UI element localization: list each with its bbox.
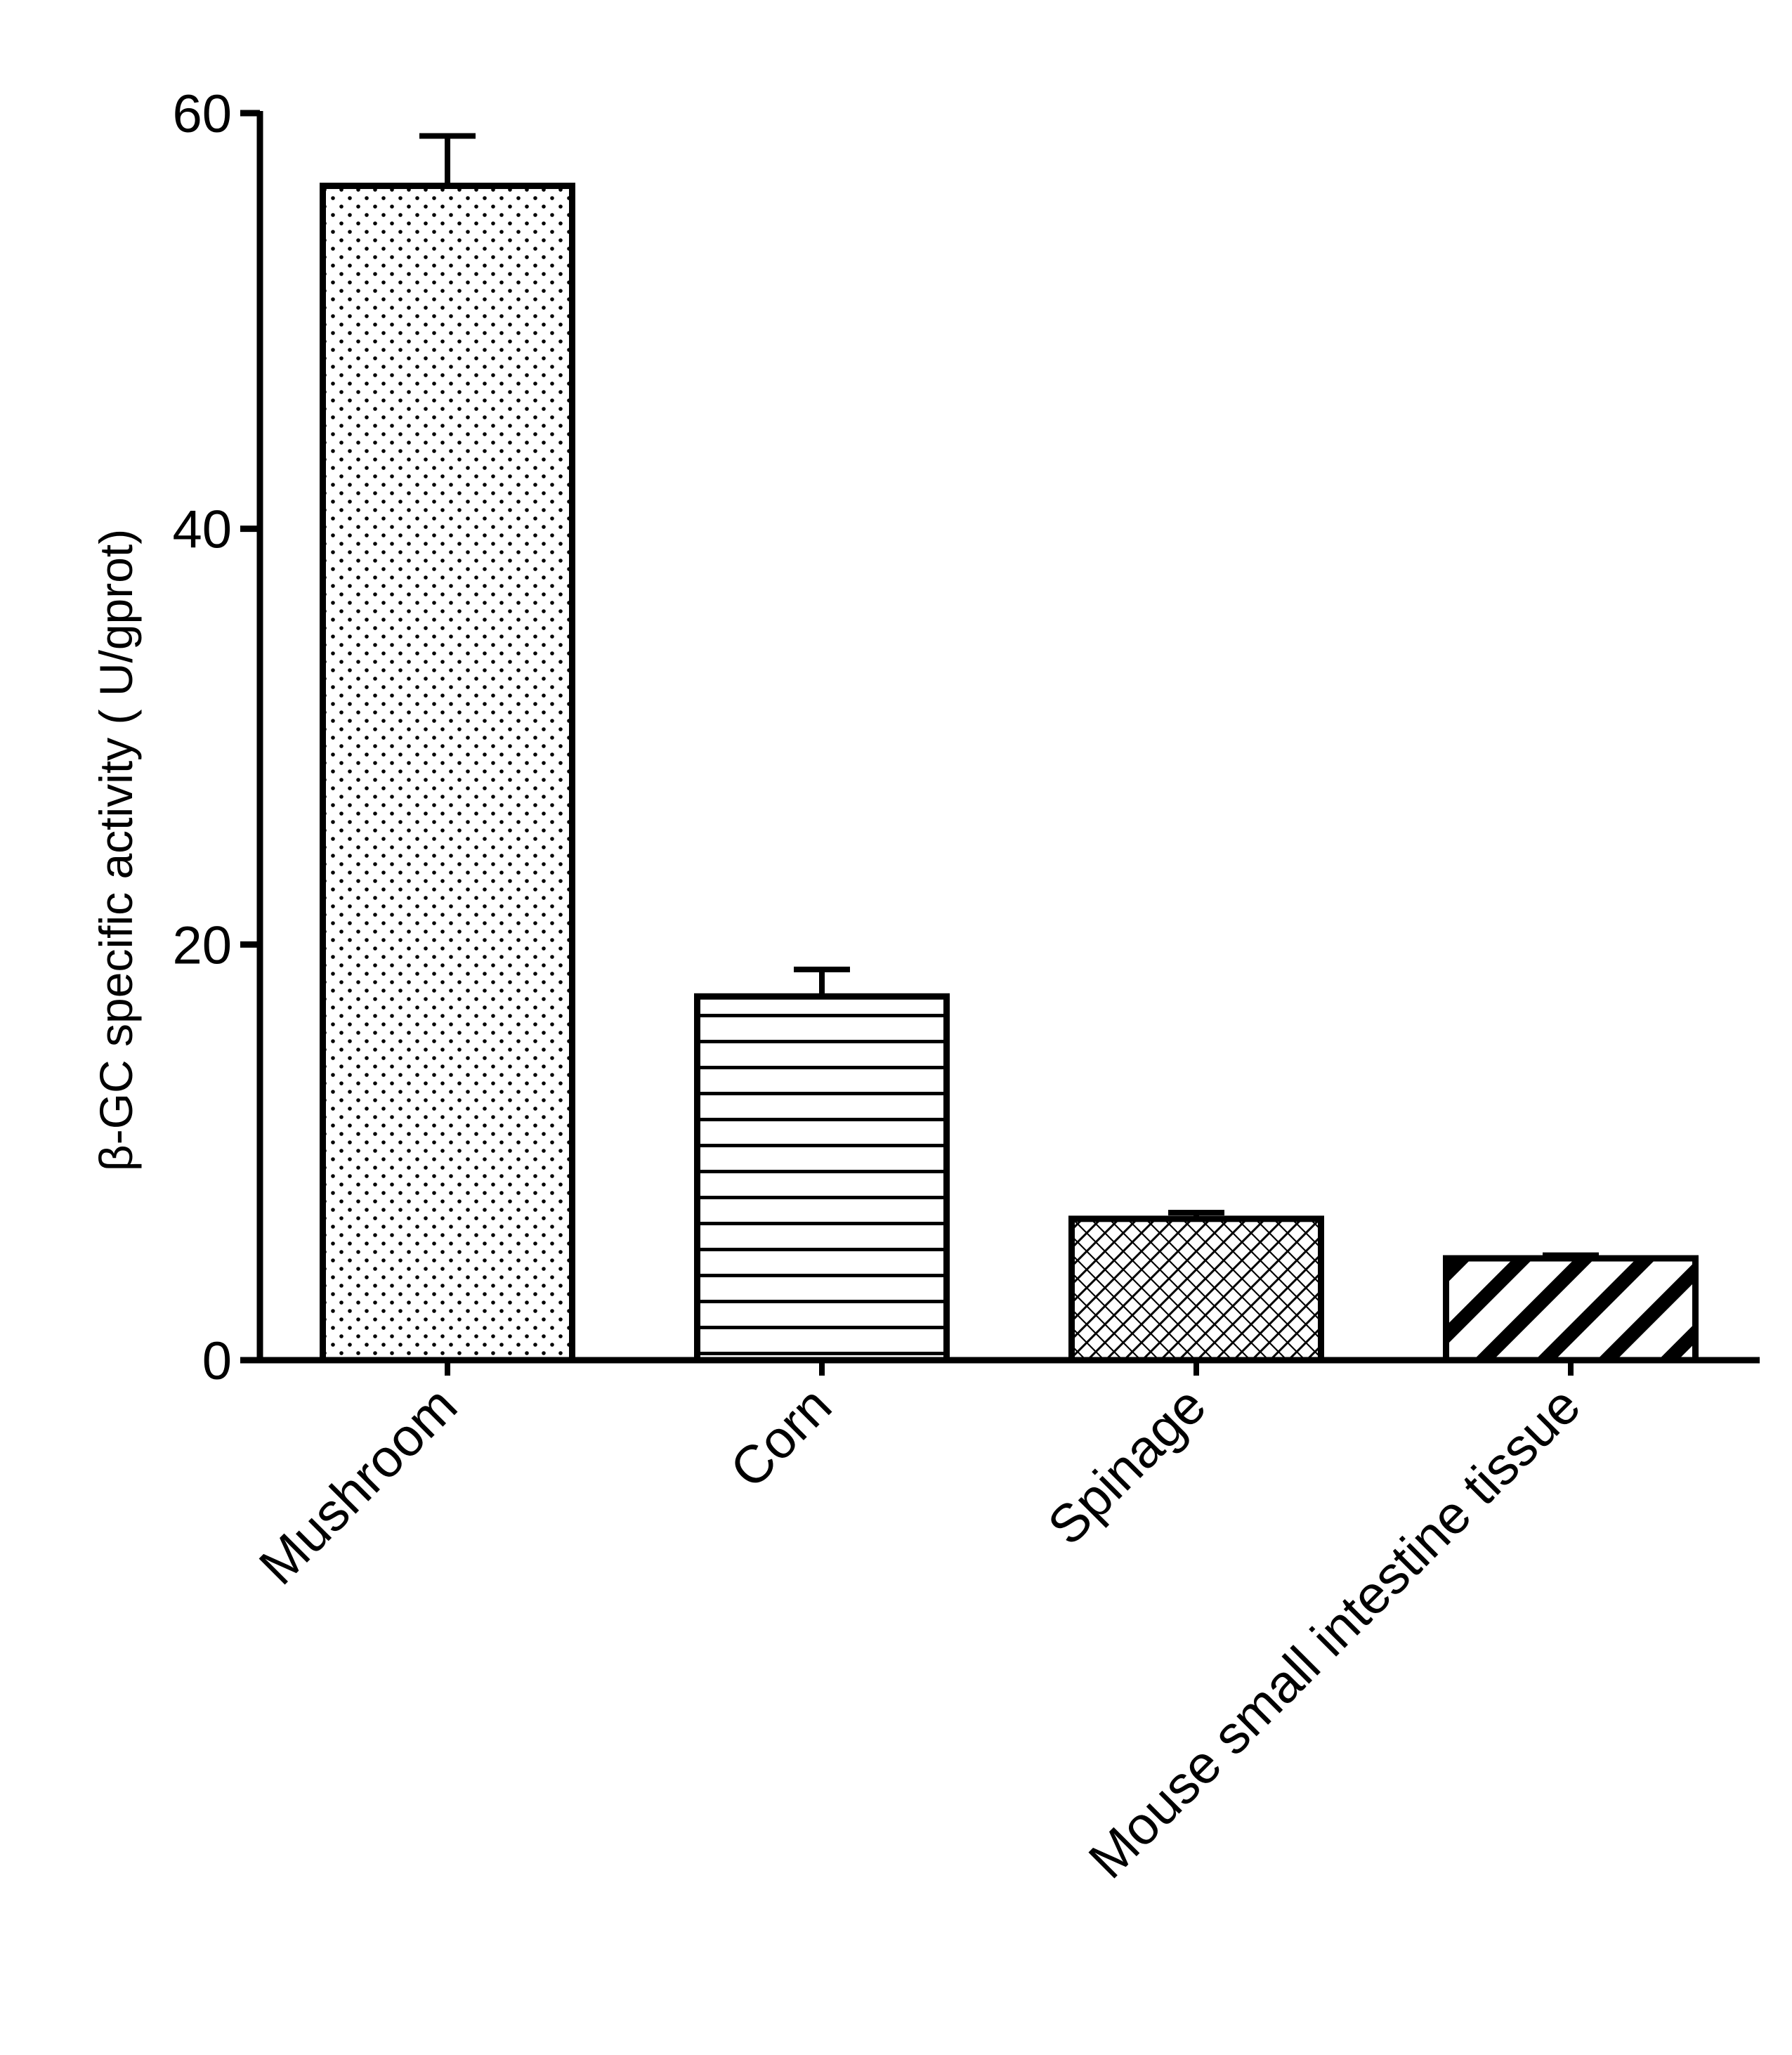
bar [320,183,575,1364]
y-axis: 0 20 40 60 [172,84,263,1391]
x-tick-label: Corn [719,1376,843,1500]
x-axis [257,1357,1760,1376]
bar [694,993,950,1364]
bar [1068,1215,1324,1364]
y-tick-label: 60 [172,84,232,144]
bar [1443,1255,1699,1364]
bars [320,133,1699,1364]
y-tick-label: 20 [172,915,232,975]
y-tick-label: 0 [202,1331,232,1391]
x-tick-label: Spinage [1037,1376,1217,1556]
y-axis-title: β-GC specific activity ( U/gprot) [90,529,142,1171]
y-tick-label: 40 [172,500,232,560]
x-tick-label: Mushroom [248,1376,469,1596]
